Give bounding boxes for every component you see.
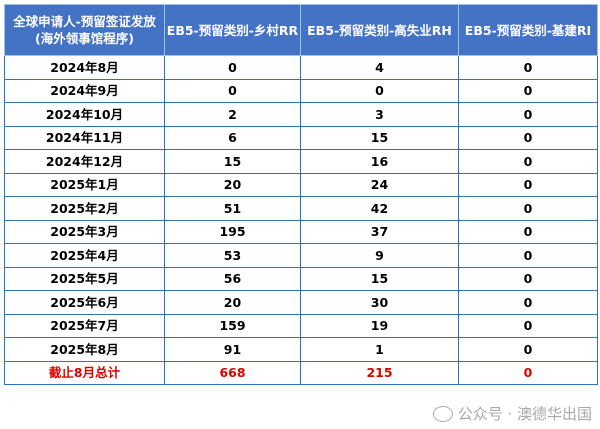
cell-ri: 0 xyxy=(458,102,598,127)
watermark-text: 公众号 · 澳德华出国 xyxy=(457,405,592,423)
table-row: 2024年12月 15 16 0 xyxy=(4,149,598,174)
cell-month: 2025年6月 xyxy=(4,290,165,315)
cell-rh: 16 xyxy=(300,149,459,174)
total-rh: 215 xyxy=(300,360,459,385)
cell-month: 2024年12月 xyxy=(4,149,165,174)
cell-rr: 0 xyxy=(164,78,301,103)
cell-rh: 15 xyxy=(300,125,459,150)
cell-ri: 0 xyxy=(458,243,598,268)
cell-rr: 0 xyxy=(164,55,301,80)
table-row: 2025年2月 51 42 0 xyxy=(4,196,598,221)
table-row: 2024年9月 0 0 0 xyxy=(4,78,598,103)
table-row: 2025年3月 195 37 0 xyxy=(4,219,598,244)
cell-ri: 0 xyxy=(458,290,598,315)
total-month: 截止8月总计 xyxy=(4,360,165,385)
cell-month: 2025年5月 xyxy=(4,266,165,291)
cell-rr: 20 xyxy=(164,172,301,197)
table-row: 2024年8月 0 4 0 xyxy=(4,55,598,80)
cell-rh: 37 xyxy=(300,219,459,244)
header-row: 全球申请人-预留签证发放 (海外领事馆程序) EB5-预留类别-乡村RR EB5-… xyxy=(4,4,598,56)
cell-month: 2025年3月 xyxy=(4,219,165,244)
table-row: 2025年1月 20 24 0 xyxy=(4,172,598,197)
cell-rr: 51 xyxy=(164,196,301,221)
cell-rh: 1 xyxy=(300,337,459,362)
cell-month: 2024年11月 xyxy=(4,125,165,150)
table-row: 2024年11月 6 15 0 xyxy=(4,125,598,150)
table-row: 2025年8月 91 1 0 xyxy=(4,337,598,362)
total-row: 截止8月总计 668 215 0 xyxy=(4,360,598,385)
cell-ri: 0 xyxy=(458,78,598,103)
cell-month: 2025年7月 xyxy=(4,313,165,338)
cell-rr: 91 xyxy=(164,337,301,362)
cell-month: 2025年1月 xyxy=(4,172,165,197)
cell-rr: 15 xyxy=(164,149,301,174)
cell-rr: 6 xyxy=(164,125,301,150)
visa-issuance-table: 全球申请人-预留签证发放 (海外领事馆程序) EB5-预留类别-乡村RR EB5-… xyxy=(4,4,598,385)
table-row: 2025年7月 159 19 0 xyxy=(4,313,598,338)
header-ri: EB5-预留类别-基建RI xyxy=(458,4,598,56)
wechat-icon xyxy=(432,406,453,422)
cell-month: 2024年10月 xyxy=(4,102,165,127)
table-row: 2024年10月 2 3 0 xyxy=(4,102,598,127)
header-rr: EB5-预留类别-乡村RR xyxy=(164,4,301,56)
cell-month: 2025年8月 xyxy=(4,337,165,362)
header-line1: 全球申请人-预留签证发放 xyxy=(13,14,156,29)
cell-rr: 195 xyxy=(164,219,301,244)
header-period: 全球申请人-预留签证发放 (海外领事馆程序) xyxy=(4,4,165,56)
table-row: 2025年6月 20 30 0 xyxy=(4,290,598,315)
cell-ri: 0 xyxy=(458,313,598,338)
cell-rh: 9 xyxy=(300,243,459,268)
cell-rr: 159 xyxy=(164,313,301,338)
cell-month: 2024年9月 xyxy=(4,78,165,103)
table-row: 2025年5月 56 15 0 xyxy=(4,266,598,291)
cell-rr: 2 xyxy=(164,102,301,127)
cell-rh: 42 xyxy=(300,196,459,221)
cell-rh: 19 xyxy=(300,313,459,338)
cell-rh: 15 xyxy=(300,266,459,291)
header-rh: EB5-预留类别-高失业RH xyxy=(300,4,459,56)
cell-ri: 0 xyxy=(458,125,598,150)
cell-ri: 0 xyxy=(458,172,598,197)
cell-month: 2025年2月 xyxy=(4,196,165,221)
cell-rh: 0 xyxy=(300,78,459,103)
cell-ri: 0 xyxy=(458,219,598,244)
total-ri: 0 xyxy=(458,360,598,385)
cell-ri: 0 xyxy=(458,196,598,221)
cell-rh: 4 xyxy=(300,55,459,80)
table-row: 2025年4月 53 9 0 xyxy=(4,243,598,268)
watermark: 公众号 · 澳德华出国 xyxy=(432,405,592,423)
cell-month: 2025年4月 xyxy=(4,243,165,268)
cell-ri: 0 xyxy=(458,337,598,362)
cell-rr: 53 xyxy=(164,243,301,268)
cell-rh: 24 xyxy=(300,172,459,197)
total-rr: 668 xyxy=(164,360,301,385)
header-line2: (海外领事馆程序) xyxy=(35,31,134,46)
cell-rr: 56 xyxy=(164,266,301,291)
cell-rr: 20 xyxy=(164,290,301,315)
cell-rh: 3 xyxy=(300,102,459,127)
cell-ri: 0 xyxy=(458,55,598,80)
cell-rh: 30 xyxy=(300,290,459,315)
cell-ri: 0 xyxy=(458,266,598,291)
cell-month: 2024年8月 xyxy=(4,55,165,80)
cell-ri: 0 xyxy=(458,149,598,174)
